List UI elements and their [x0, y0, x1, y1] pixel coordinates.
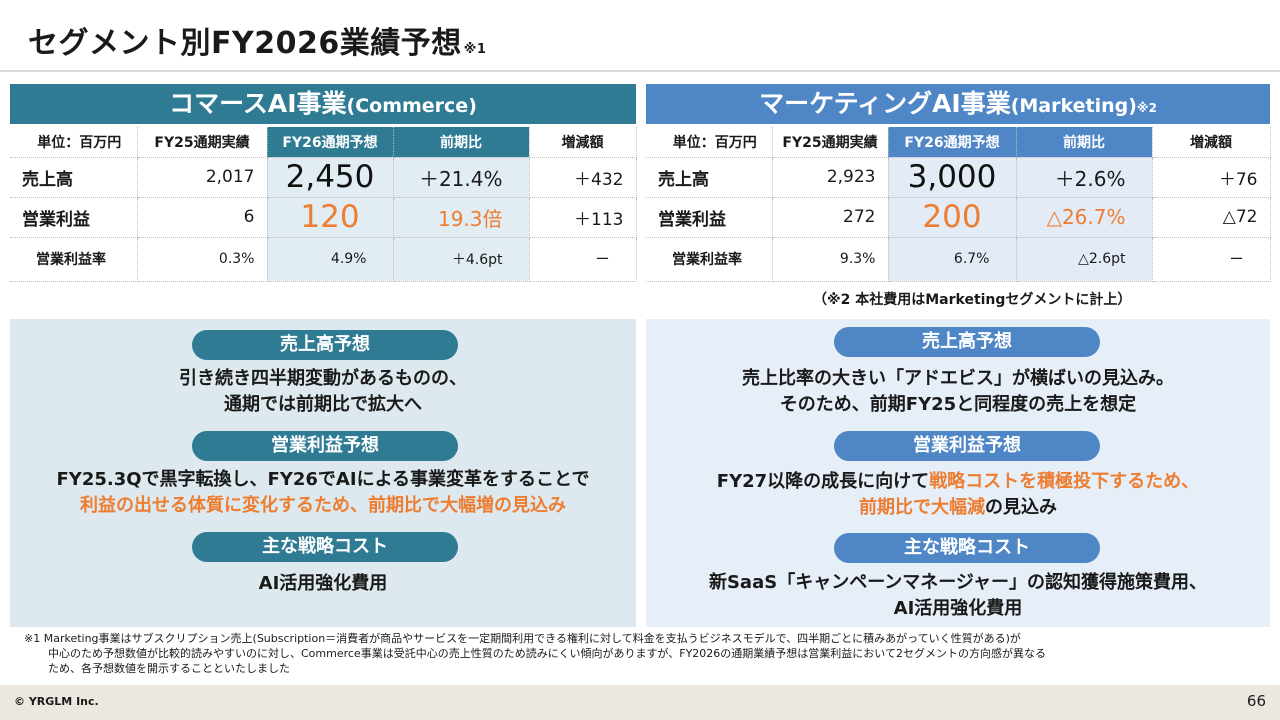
commerce-header-sub: (Commerce) — [346, 95, 477, 117]
footnote-line-3: ため、各予想数値を開示することといたしました — [48, 662, 290, 675]
col-fy25: FY25通期実績 — [772, 127, 889, 158]
col-fy26: FY26通期予想 — [888, 127, 1017, 158]
marketing-cost-line-1: 新SaaS「キャンペーンマネージャー」の認知獲得施策費用、 — [708, 572, 1208, 593]
col-ratio: 前期比 — [393, 127, 530, 158]
table-header-row: 単位：百万円 FY25通期実績 FY26通期予想 前期比 増減額 — [10, 127, 637, 158]
cell-ratio: ＋2.6% — [1016, 157, 1153, 198]
cell-fy25: 2,923 — [772, 157, 889, 198]
marketing-profit-line-2b: の見込み — [985, 497, 1057, 518]
table-row: 売上高 2,017 2,450 ＋21.4% ＋432 — [10, 157, 637, 198]
marketing-cost-line-2: AI活用強化費用 — [893, 598, 1023, 619]
marketing-table: 単位：百万円 FY25通期実績 FY26通期予想 前期比 増減額 売上高 2,9… — [646, 127, 1271, 282]
cell-fy25: 6 — [137, 197, 268, 238]
row-label: 営業利益 — [10, 197, 138, 238]
cell-diff: ＋76 — [1152, 157, 1271, 198]
marketing-table-note: （※2 本社費用はMarketingセグメントに計上） — [813, 292, 1132, 308]
cell-ratio: ＋21.4% — [393, 157, 530, 198]
marketing-sales-pill: 売上高予想 — [834, 327, 1100, 357]
cell-fy26: 120 — [267, 197, 394, 238]
marketing-profit-line-1b: 戦略コストを積極投下するため、 — [929, 471, 1200, 492]
cell-ratio: △2.6pt — [1016, 237, 1153, 282]
commerce-profit-line-1: FY25.3Qで黒字転換し、FY26でAIによる事業変革をすることで — [56, 469, 590, 490]
commerce-cost-pill: 主な戦略コスト — [192, 532, 458, 562]
row-label: 売上高 — [646, 157, 773, 198]
cell-fy26: 3,000 — [888, 157, 1017, 198]
commerce-table: 単位：百万円 FY25通期実績 FY26通期予想 前期比 増減額 売上高 2,0… — [10, 127, 637, 282]
cell-fy25: 272 — [772, 197, 889, 238]
cell-diff: ＋432 — [529, 157, 637, 198]
col-fy25: FY25通期実績 — [137, 127, 268, 158]
marketing-panel: 売上高予想 売上比率の大きい「アドエビス」が横ばいの見込み。 そのため、前期FY… — [646, 319, 1270, 627]
cell-ratio: ＋4.6pt — [393, 237, 530, 282]
marketing-header-note: ※2 — [1136, 101, 1157, 115]
table-row: 営業利益 6 120 19.3倍 ＋113 — [10, 197, 637, 238]
page-title-note: ※1 — [463, 42, 487, 57]
marketing-profit-pill: 営業利益予想 — [834, 431, 1100, 461]
unit-label: 単位：百万円 — [646, 127, 773, 158]
cell-ratio: △26.7% — [1016, 197, 1153, 238]
cell-fy26: 6.7% — [888, 237, 1017, 282]
footer: © YRGLM Inc. 66 — [0, 685, 1280, 720]
copyright: © YRGLM Inc. — [14, 695, 99, 708]
cell-fy25: 2,017 — [137, 157, 268, 198]
col-ratio: 前期比 — [1016, 127, 1153, 158]
marketing-sales-line-2: そのため、前期FY25と同程度の売上を想定 — [779, 394, 1137, 415]
commerce-profit-line-2: 利益の出せる体質に変化するため、前期比で大幅増の見込み — [80, 495, 566, 516]
footnote: ※1 Marketing事業はサブスクリプション売上(Subscription＝… — [24, 631, 1046, 676]
commerce-panel: 売上高予想 引き続き四半期変動があるものの、 通期では前期比で拡大へ 営業利益予… — [10, 319, 636, 627]
table-row: 営業利益 272 200 △26.7% △72 — [646, 197, 1271, 238]
row-label: 売上高 — [10, 157, 138, 198]
col-diff: 増減額 — [1152, 127, 1271, 158]
table-header-row: 単位：百万円 FY25通期実績 FY26通期予想 前期比 増減額 — [646, 127, 1271, 158]
unit-label: 単位：百万円 — [10, 127, 138, 158]
commerce-header: コマースAI事業(Commerce) — [10, 84, 636, 124]
table-row: 営業利益率 0.3% 4.9% ＋4.6pt ー — [10, 237, 637, 282]
col-diff: 増減額 — [529, 127, 637, 158]
marketing-profit-line-1a: FY27以降の成長に向けて — [716, 471, 930, 492]
commerce-profit-pill: 営業利益予想 — [192, 431, 458, 461]
table-row: 売上高 2,923 3,000 ＋2.6% ＋76 — [646, 157, 1271, 198]
commerce-cost-line: AI活用強化費用 — [258, 573, 388, 594]
marketing-profit-line-2a: 前期比で大幅減 — [859, 497, 985, 518]
commerce-header-main: コマースAI事業 — [169, 89, 347, 118]
cell-diff: ＋113 — [529, 197, 637, 238]
marketing-cost-pill: 主な戦略コスト — [834, 533, 1100, 563]
commerce-sales-line-2: 通期では前期比で拡大へ — [224, 394, 422, 415]
commerce-sales-line-1: 引き続き四半期変動があるものの、 — [179, 368, 467, 389]
cell-fy25: 9.3% — [772, 237, 889, 282]
cell-diff: ー — [529, 237, 637, 282]
page-title: セグメント別FY2026業績予想 ※1 — [28, 18, 486, 62]
cell-fy26: 2,450 — [267, 157, 394, 198]
col-fy26: FY26通期予想 — [267, 127, 394, 158]
cell-ratio: 19.3倍 — [393, 197, 530, 238]
row-label: 営業利益率 — [10, 237, 138, 282]
page-number: 66 — [1246, 692, 1266, 710]
title-divider — [0, 70, 1280, 72]
table-row: 営業利益率 9.3% 6.7% △2.6pt ー — [646, 237, 1271, 282]
footnote-line-2: 中心のため予想数値が比較的読みやすいのに対し、Commerce事業は受託中心の売… — [48, 647, 1046, 660]
cell-fy26: 4.9% — [267, 237, 394, 282]
cell-fy25: 0.3% — [137, 237, 268, 282]
row-label: 営業利益 — [646, 197, 773, 238]
row-label: 営業利益率 — [646, 237, 773, 282]
cell-diff: ー — [1152, 237, 1271, 282]
cell-diff: △72 — [1152, 197, 1271, 238]
footnote-line-1: ※1 Marketing事業はサブスクリプション売上(Subscription＝… — [24, 632, 1021, 645]
cell-fy26: 200 — [888, 197, 1017, 238]
marketing-header: マーケティングAI事業(Marketing)※2 — [646, 84, 1270, 124]
marketing-header-main: マーケティングAI事業 — [759, 89, 1011, 118]
marketing-sales-line-1: 売上比率の大きい「アドエビス」が横ばいの見込み。 — [742, 368, 1174, 389]
page-title-main: セグメント別FY2026業績予想 — [28, 26, 462, 61]
commerce-sales-pill: 売上高予想 — [192, 330, 458, 360]
marketing-header-sub: (Marketing) — [1010, 95, 1137, 117]
